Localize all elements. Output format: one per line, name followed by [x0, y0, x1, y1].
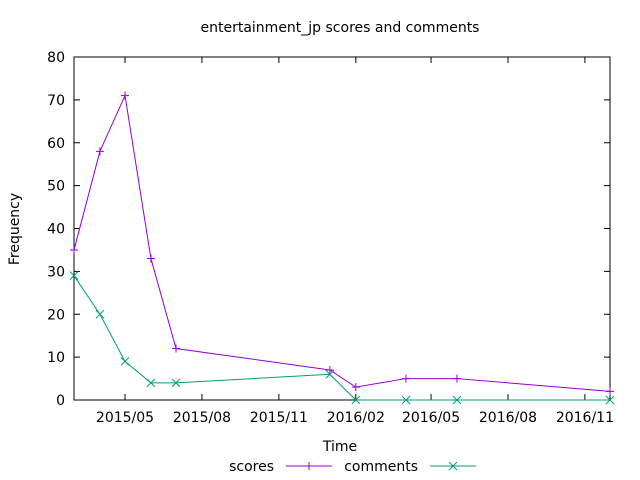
legend: scores comments — [229, 459, 476, 475]
axis-ticks: 0 10 20 30 40 50 60 70 80 2015/05 2015/08 2015/11 20… — [47, 50, 614, 426]
data-point-scores — [325, 365, 334, 374]
y-tick-label: 80 — [47, 50, 65, 66]
series-layer — [69, 91, 615, 405]
legend-marker-scores — [305, 462, 313, 470]
data-point-comments — [120, 357, 130, 366]
x-tick-label: 2016/08 — [479, 410, 537, 426]
data-point-scores — [95, 147, 104, 156]
chart-title: entertainment_jp scores and comments — [201, 20, 480, 36]
x-axis-label: Time — [322, 439, 357, 455]
series-line-scores — [73, 93, 611, 392]
y-tick-label: 0 — [56, 393, 65, 409]
y-tick-label: 20 — [47, 307, 65, 323]
data-point-comments — [325, 369, 335, 379]
plot-area-frame — [73, 56, 611, 401]
x-tick-label: 2016/11 — [556, 410, 614, 426]
y-tick-label: 10 — [47, 350, 65, 366]
data-point-scores — [606, 387, 614, 396]
x-tick-label: 2016/05 — [402, 410, 460, 426]
legend-marker-comments — [448, 461, 458, 471]
x-tick-label: 2016/02 — [327, 410, 385, 426]
data-point-comments — [95, 309, 105, 319]
y-tick-label: 30 — [47, 264, 65, 280]
data-point-scores — [351, 383, 360, 392]
data-point-scores — [401, 374, 410, 383]
y-tick-label: 40 — [47, 222, 65, 238]
legend-label-comments: comments — [344, 459, 418, 475]
data-point-comments — [146, 378, 156, 388]
data-point-scores — [70, 245, 78, 254]
legend-label-scores: scores — [229, 459, 274, 475]
x-tick-label: 2015/08 — [173, 410, 231, 426]
series-line-comments — [73, 275, 610, 401]
data-point-comments — [351, 395, 361, 405]
y-tick-label: 60 — [47, 136, 65, 152]
data-point-comments — [69, 271, 79, 281]
x-tick-label: 2015/05 — [96, 410, 154, 426]
data-point-scores — [172, 344, 181, 353]
data-point-comments — [171, 378, 181, 388]
data-point-comments — [452, 395, 462, 405]
data-point-scores — [452, 374, 461, 383]
y-tick-label: 50 — [47, 179, 65, 195]
data-point-comments — [401, 395, 411, 405]
data-point-scores — [146, 254, 155, 263]
data-point-comments — [605, 395, 615, 405]
x-tick-label: 2015/11 — [250, 410, 308, 426]
data-point-scores — [121, 91, 130, 100]
y-tick-label: 70 — [47, 93, 65, 109]
y-axis-label: Frequency — [7, 193, 23, 265]
